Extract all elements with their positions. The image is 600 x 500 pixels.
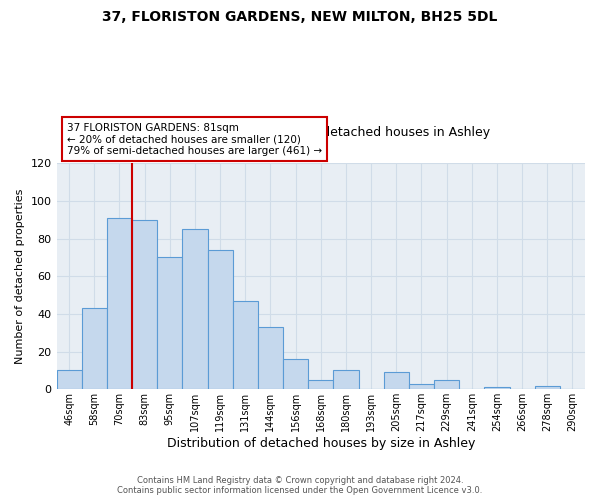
Title: Size of property relative to detached houses in Ashley: Size of property relative to detached ho… bbox=[151, 126, 490, 138]
Text: 37 FLORISTON GARDENS: 81sqm
← 20% of detached houses are smaller (120)
79% of se: 37 FLORISTON GARDENS: 81sqm ← 20% of det… bbox=[67, 122, 322, 156]
Bar bbox=[208, 250, 233, 390]
Bar bbox=[409, 384, 434, 390]
Bar bbox=[82, 308, 107, 390]
Bar bbox=[258, 327, 283, 390]
X-axis label: Distribution of detached houses by size in Ashley: Distribution of detached houses by size … bbox=[167, 437, 475, 450]
Bar bbox=[535, 386, 560, 390]
Text: 37, FLORISTON GARDENS, NEW MILTON, BH25 5DL: 37, FLORISTON GARDENS, NEW MILTON, BH25 … bbox=[103, 10, 497, 24]
Bar bbox=[383, 372, 409, 390]
Y-axis label: Number of detached properties: Number of detached properties bbox=[15, 188, 25, 364]
Bar bbox=[334, 370, 359, 390]
Bar bbox=[434, 380, 459, 390]
Bar bbox=[484, 388, 509, 390]
Bar bbox=[182, 229, 208, 390]
Text: Contains HM Land Registry data © Crown copyright and database right 2024.
Contai: Contains HM Land Registry data © Crown c… bbox=[118, 476, 482, 495]
Bar bbox=[283, 359, 308, 390]
Bar bbox=[107, 218, 132, 390]
Bar bbox=[56, 370, 82, 390]
Bar bbox=[233, 301, 258, 390]
Bar bbox=[308, 380, 334, 390]
Bar bbox=[157, 258, 182, 390]
Bar bbox=[132, 220, 157, 390]
